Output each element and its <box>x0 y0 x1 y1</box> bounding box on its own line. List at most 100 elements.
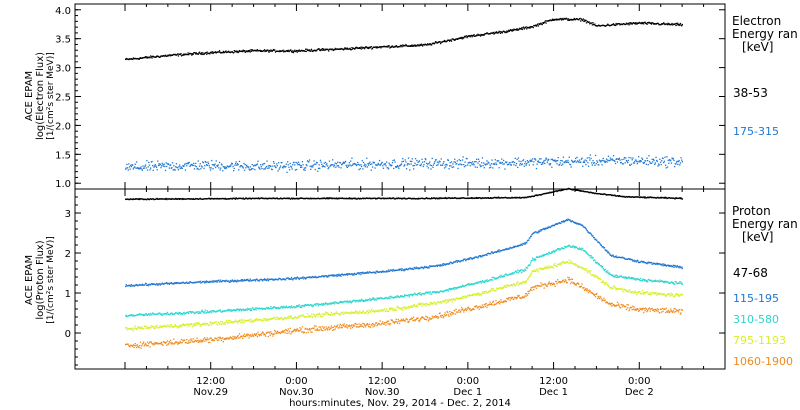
data-point <box>605 25 607 27</box>
data-point <box>462 156 464 158</box>
data-point <box>506 248 509 250</box>
data-point <box>477 33 479 35</box>
data-point <box>322 315 324 317</box>
data-point <box>353 272 356 274</box>
data-point <box>317 170 319 172</box>
data-point <box>150 167 152 169</box>
data-point <box>197 323 199 325</box>
data-point <box>601 266 603 268</box>
data-point <box>155 284 157 286</box>
data-point <box>314 276 316 278</box>
data-point <box>442 162 444 165</box>
data-point <box>612 274 614 276</box>
data-point <box>641 279 643 281</box>
data-point <box>243 319 246 321</box>
data-point <box>510 164 512 166</box>
data-point <box>179 167 181 170</box>
data-point <box>236 308 238 310</box>
data-point <box>624 276 626 278</box>
data-point <box>575 157 577 160</box>
data-point <box>337 165 340 167</box>
data-point <box>161 314 163 317</box>
data-point <box>399 46 401 48</box>
data-point <box>372 161 374 163</box>
data-point <box>261 197 264 200</box>
data-point <box>375 46 377 48</box>
data-point <box>188 324 190 326</box>
data-point <box>458 38 460 40</box>
data-point <box>681 198 683 200</box>
data-point <box>245 308 247 311</box>
data-point <box>652 22 655 25</box>
data-point <box>602 159 604 162</box>
data-point <box>247 307 249 310</box>
data-point <box>234 198 237 200</box>
data-point <box>250 49 252 51</box>
data-point <box>315 303 318 305</box>
data-point <box>596 239 598 241</box>
data-point <box>254 307 257 309</box>
data-point <box>212 323 214 325</box>
data-point <box>594 25 597 27</box>
data-point <box>161 326 163 328</box>
data-point <box>377 271 379 273</box>
data-point <box>517 28 519 30</box>
data-point <box>328 50 330 52</box>
data-point <box>447 289 449 291</box>
data-point <box>573 246 575 248</box>
data-point <box>634 161 636 163</box>
data-point <box>562 247 564 249</box>
data-point <box>456 163 458 165</box>
data-point <box>380 162 383 164</box>
data-point <box>625 277 628 280</box>
data-point <box>494 278 496 280</box>
data-point <box>135 167 137 169</box>
data-point <box>641 22 644 25</box>
data-point <box>466 37 468 39</box>
data-point <box>357 301 359 303</box>
data-point <box>480 255 482 257</box>
data-point <box>146 314 149 316</box>
data-point <box>230 51 232 53</box>
data-point <box>155 165 157 167</box>
data-point <box>374 298 376 300</box>
data-point <box>193 324 196 326</box>
data-point <box>497 32 499 34</box>
data-point <box>345 273 347 276</box>
data-point <box>187 312 189 314</box>
data-point <box>157 284 159 286</box>
data-point <box>266 279 268 281</box>
data-point <box>304 169 306 171</box>
data-point <box>438 198 440 200</box>
data-point <box>337 302 339 304</box>
data-point <box>182 197 184 200</box>
data-point <box>297 315 299 317</box>
data-point <box>201 166 203 168</box>
data-point <box>497 277 500 279</box>
data-point <box>245 50 247 52</box>
data-point <box>620 275 622 277</box>
data-point <box>548 20 550 22</box>
data-point <box>481 256 483 258</box>
data-point <box>379 164 381 166</box>
data-point <box>207 281 210 283</box>
data-point <box>195 325 197 327</box>
data-point <box>495 277 497 279</box>
data-point <box>333 301 335 303</box>
data-point <box>281 279 283 281</box>
data-point <box>600 160 602 162</box>
data-point <box>422 165 424 168</box>
data-point <box>495 162 497 164</box>
data-point <box>668 23 670 26</box>
x-tick-date-label: Nov.29 <box>193 387 228 398</box>
data-point <box>393 159 395 161</box>
data-point <box>556 248 558 251</box>
data-point <box>632 157 634 159</box>
data-point <box>263 162 266 165</box>
data-point <box>138 314 140 316</box>
data-point <box>401 268 403 270</box>
data-point <box>587 162 589 164</box>
series-proton-115-195 <box>125 218 683 288</box>
data-point <box>274 197 276 200</box>
data-point <box>137 326 140 328</box>
